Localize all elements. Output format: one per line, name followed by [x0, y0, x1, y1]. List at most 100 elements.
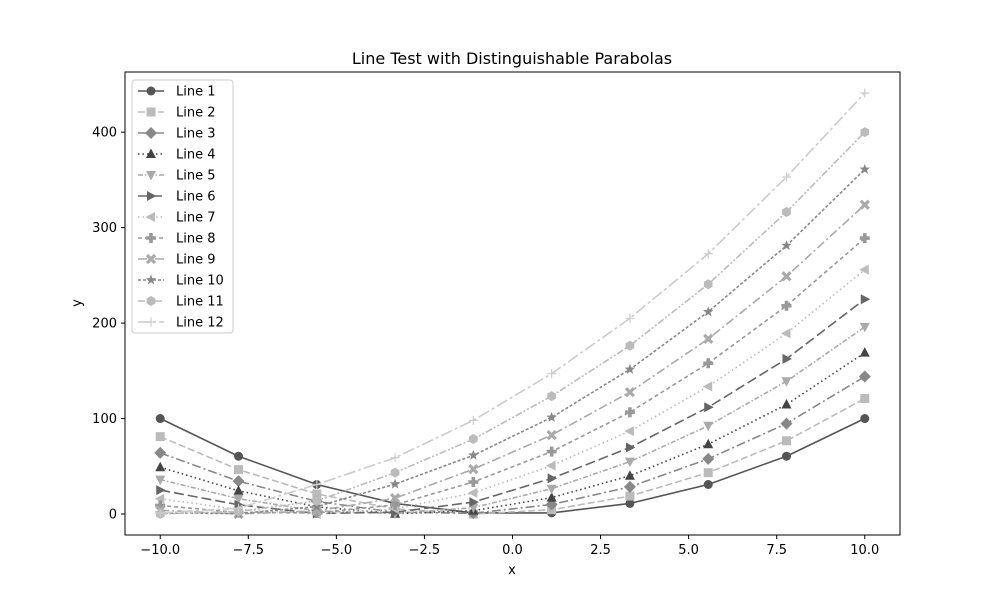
- data-point: [860, 294, 871, 305]
- legend-marker: [147, 191, 157, 201]
- x-tick-label: 10.0: [850, 543, 879, 558]
- legend-label: Line 1: [176, 85, 216, 100]
- legend-marker: [145, 253, 157, 265]
- data-point: [780, 328, 791, 339]
- series-line-5: [160, 326, 866, 515]
- data-point: [859, 347, 870, 357]
- legend-item: Line 9: [138, 253, 216, 268]
- data-point: [312, 489, 322, 499]
- data-point: [154, 446, 167, 459]
- x-tick-label: 0.0: [502, 543, 523, 558]
- legend-item: Line 10: [138, 274, 224, 289]
- data-point: [703, 333, 714, 345]
- legend-marker: [146, 148, 156, 158]
- legend-label: Line 7: [176, 211, 216, 226]
- data-point: [233, 494, 244, 505]
- data-point: [780, 417, 793, 430]
- legend-marker: [146, 171, 156, 181]
- data-point: [469, 434, 478, 445]
- legend-label: Line 3: [176, 127, 216, 142]
- data-point: [312, 480, 322, 489]
- data-point: [859, 233, 870, 244]
- data-point: [781, 271, 792, 282]
- y-tick-label: 100: [92, 412, 117, 427]
- data-point: [860, 393, 870, 403]
- legend-item: Line 8: [138, 232, 216, 247]
- x-axis: −10.0 −7.5 −5.0 −2.5 0.0 2.5 5.0 7.5 10.0: [140, 535, 879, 558]
- data-point: [858, 370, 871, 383]
- data-point: [781, 436, 791, 446]
- data-point: [312, 495, 322, 506]
- data-point: [625, 313, 635, 323]
- chart-title: Line Test with Distinguishable Parabolas: [352, 49, 672, 68]
- data-point: [546, 446, 557, 457]
- series-line-10: [160, 168, 866, 515]
- x-tick-label: −2.5: [409, 543, 441, 558]
- data-point: [703, 479, 713, 489]
- series-line-11: [160, 131, 866, 515]
- data-point: [702, 306, 714, 317]
- data-point: [546, 411, 557, 422]
- data-point: [232, 475, 245, 488]
- data-point: [390, 467, 400, 478]
- data-point: [468, 477, 479, 488]
- y-tick-label: 0: [109, 507, 117, 522]
- data-point: [781, 240, 792, 251]
- data-point: [782, 207, 791, 218]
- data-point: [546, 460, 556, 471]
- legend-item: Line 4: [138, 148, 216, 163]
- data-point: [702, 381, 713, 392]
- data-point: [625, 340, 635, 351]
- series-line-7: [160, 268, 866, 515]
- y-tick-label: 200: [92, 317, 117, 332]
- data-point: [155, 461, 166, 472]
- series-11: [155, 127, 870, 519]
- data-point: [859, 322, 870, 333]
- data-point: [624, 363, 636, 374]
- data-point: [859, 199, 870, 210]
- legend-item: Line 6: [138, 190, 216, 205]
- data-point: [624, 470, 635, 480]
- legend-marker: [145, 212, 155, 222]
- legend-label: Line 12: [176, 316, 224, 331]
- data-point: [703, 468, 713, 478]
- x-tick-label: −7.5: [233, 543, 265, 558]
- legend-label: Line 5: [176, 169, 216, 184]
- legend-item: Line 7: [138, 211, 216, 226]
- series-line-12: [160, 92, 866, 514]
- legend-box: [131, 79, 234, 334]
- data-point: [860, 414, 870, 424]
- data-point: [625, 442, 636, 453]
- data-point: [859, 163, 871, 174]
- legend-item: Line 11: [138, 295, 224, 310]
- series-line-4: [159, 352, 866, 515]
- data-point: [547, 369, 557, 379]
- legend-label: Line 4: [176, 148, 216, 163]
- data-point: [156, 485, 166, 496]
- y-tick-label: 400: [92, 126, 117, 141]
- data-point: [233, 485, 244, 495]
- series-line-1: [159, 417, 866, 514]
- data-point: [623, 480, 636, 493]
- data-point: [782, 353, 792, 364]
- legend-label: Line 10: [176, 274, 224, 289]
- data-point: [155, 432, 165, 442]
- data-point: [624, 407, 635, 418]
- y-axis-label: y: [70, 299, 85, 307]
- data-point: [781, 172, 791, 182]
- data-point: [234, 451, 244, 461]
- y-tick-label: 300: [92, 221, 117, 236]
- data-point: [860, 88, 870, 98]
- x-tick-label: −5.0: [321, 543, 353, 558]
- data-point: [390, 453, 400, 463]
- series-line-8: [160, 237, 866, 514]
- legend-marker: [146, 86, 156, 96]
- legend: Line 1 Line 2 Line 3 Line 4 Line 5 Line 6 Line…: [131, 79, 234, 334]
- data-point: [625, 491, 635, 501]
- data-point: [155, 508, 165, 518]
- legend-item: Line 1: [138, 85, 216, 100]
- series-3: [154, 370, 871, 520]
- legend-marker: [145, 127, 157, 139]
- legend-label: Line 6: [176, 190, 216, 205]
- series-line-3: [159, 375, 866, 515]
